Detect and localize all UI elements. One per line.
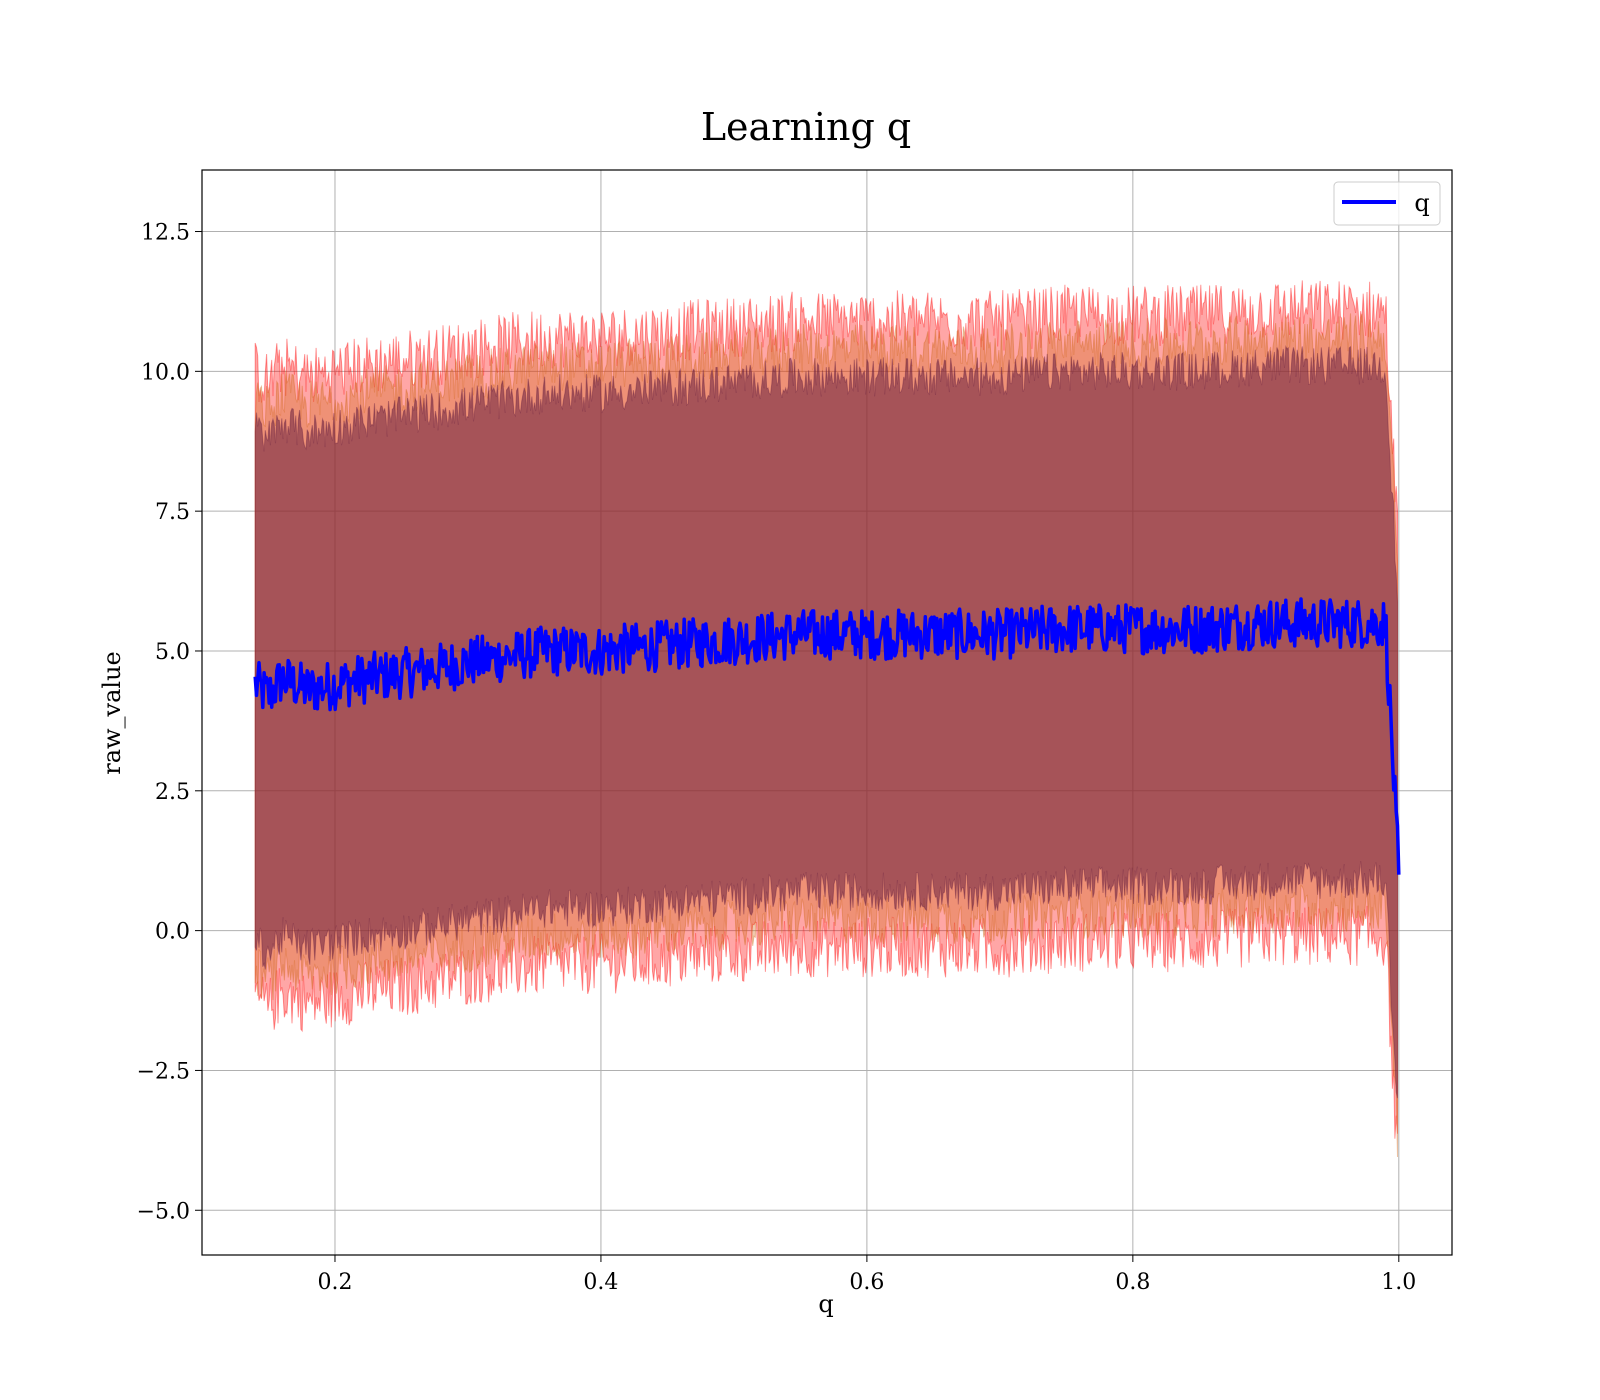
y-tick-label: 5.0	[155, 640, 190, 665]
confidence-bands	[254, 280, 1398, 1158]
x-tick-label: 0.8	[1115, 1270, 1150, 1295]
y-tick-label: −2.5	[137, 1059, 190, 1084]
chart-title: Learning q	[701, 105, 911, 149]
y-axis-ticks: −5.0 −2.5 0.0 2.5 5.0 7.5 10.0 12.5	[137, 221, 202, 1224]
plot-frame	[201, 169, 1453, 1256]
y-tick-label: 12.5	[141, 221, 190, 246]
y-tick-label: 2.5	[155, 780, 190, 805]
y-axis-label: raw_value	[98, 651, 126, 775]
series-lines	[253, 597, 1401, 875]
x-tick-label: 0.2	[317, 1270, 352, 1295]
confidence-band-2	[254, 345, 1398, 1099]
y-tick-label: −5.0	[137, 1199, 190, 1224]
legend: q	[1333, 181, 1441, 226]
y-tick-label: 7.5	[155, 500, 190, 525]
series-line-q	[253, 597, 1401, 875]
y-tick-label: 10.0	[141, 360, 190, 385]
x-axis-label: q	[818, 1290, 833, 1318]
y-tick-label: 0.0	[155, 920, 190, 945]
x-axis-ticks: 0.2 0.4 0.6 0.8 1.0	[317, 1255, 1416, 1295]
x-tick-label: 1.0	[1381, 1270, 1416, 1295]
x-tick-label: 0.4	[583, 1270, 618, 1295]
legend-label-q: q	[1414, 189, 1429, 217]
x-tick-label: 0.6	[849, 1270, 884, 1295]
